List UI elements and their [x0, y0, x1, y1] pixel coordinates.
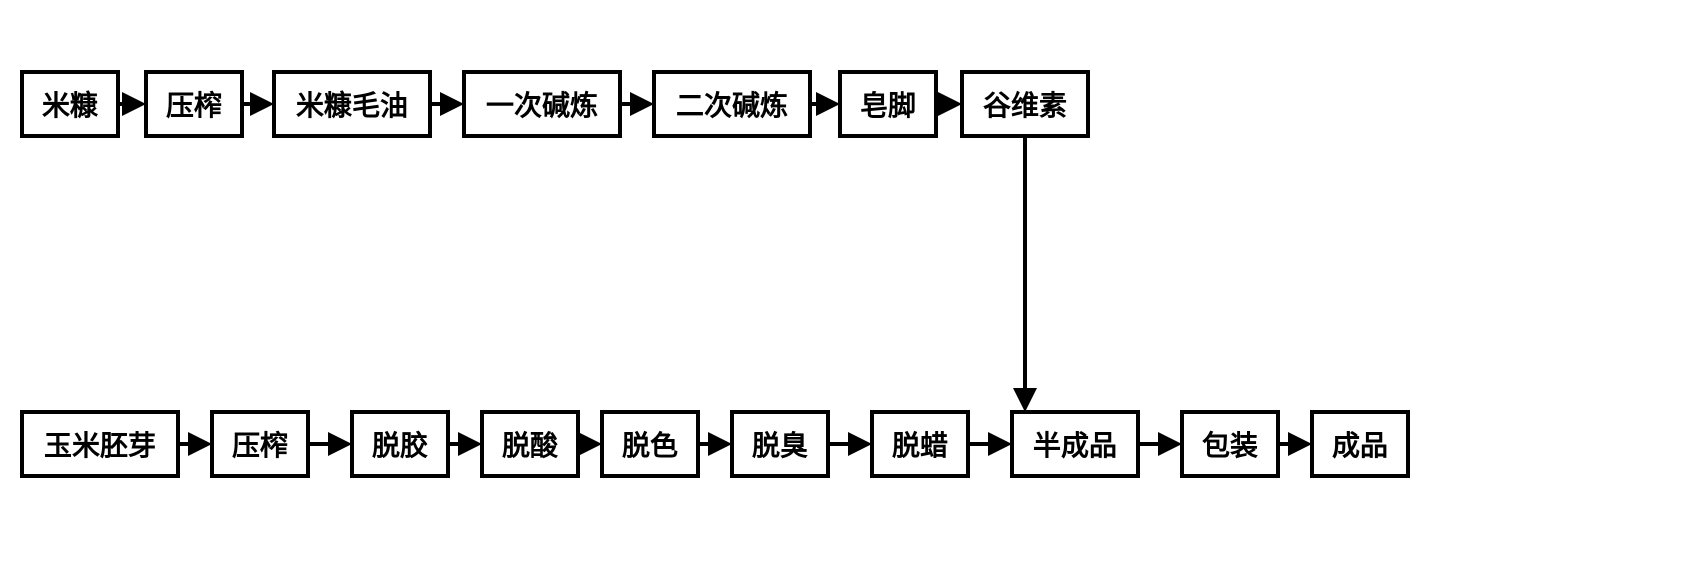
- flow-node-n4: 一次碱炼: [462, 70, 622, 138]
- flow-node-n5: 二次碱炼: [652, 70, 812, 138]
- flow-node-m5: 脱色: [600, 410, 700, 478]
- flow-node-n1: 米糠: [20, 70, 120, 138]
- flow-node-n7: 谷维素: [960, 70, 1090, 138]
- flow-node-m3: 脱胶: [350, 410, 450, 478]
- flow-node-n6: 皂脚: [838, 70, 938, 138]
- flow-node-n2: 压榨: [144, 70, 244, 138]
- flowchart-canvas: 米糠压榨米糠毛油一次碱炼二次碱炼皂脚谷维素玉米胚芽压榨脱胶脱酸脱色脱臭脱蜡半成品…: [0, 0, 1693, 567]
- flow-node-m8: 半成品: [1010, 410, 1140, 478]
- flow-node-m2: 压榨: [210, 410, 310, 478]
- flow-node-n3: 米糠毛油: [272, 70, 432, 138]
- flow-node-m10: 成品: [1310, 410, 1410, 478]
- flow-node-m7: 脱蜡: [870, 410, 970, 478]
- flow-node-m6: 脱臭: [730, 410, 830, 478]
- flow-node-m1: 玉米胚芽: [20, 410, 180, 478]
- flow-node-m4: 脱酸: [480, 410, 580, 478]
- flow-node-m9: 包装: [1180, 410, 1280, 478]
